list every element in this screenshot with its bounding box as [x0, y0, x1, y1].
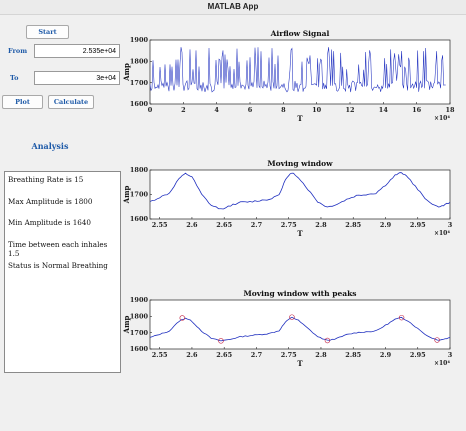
x-tick-label: 2.75: [281, 221, 297, 229]
series-line: [149, 172, 451, 210]
to-label: To: [10, 74, 19, 82]
chart-title: Moving window: [267, 159, 333, 168]
x-exponent-label: ×10⁴: [434, 115, 450, 122]
x-axis-label: T: [297, 229, 303, 238]
analysis-line-status: Status is Normal Breathing: [8, 261, 108, 270]
x-exponent-label: ×10⁴: [434, 360, 450, 367]
series-line: [149, 316, 451, 342]
x-tick-label: 2: [181, 106, 186, 114]
x-tick-label: 10: [312, 106, 322, 114]
peak-marker: [289, 314, 295, 320]
x-tick-label: 2.95: [410, 351, 426, 359]
x-tick-label: 12: [345, 106, 354, 114]
y-tick-label: 1800: [130, 58, 149, 66]
y-axis-label: Amp: [122, 316, 131, 335]
x-tick-label: 14: [379, 106, 389, 114]
y-tick-label: 1700: [130, 191, 149, 199]
x-tick-label: 4: [214, 106, 219, 114]
airflow-signal-chart: Airflow Signal 0 2 4 6 8 10 12 14 16 18 1600 1700 180…: [122, 29, 455, 123]
x-tick-label: 2.65: [216, 221, 232, 229]
x-axis-label: T: [297, 359, 303, 368]
x-tick-label: 2.55: [152, 221, 168, 229]
from-label: From: [8, 47, 28, 55]
x-tick-label: 6: [248, 106, 253, 114]
y-axis-label: Amp: [122, 186, 131, 205]
x-tick-label: 2.6: [186, 221, 198, 229]
y-tick-label: 1900: [130, 36, 149, 44]
plot-area: [149, 169, 451, 220]
plot-area: [149, 299, 451, 350]
start-button[interactable]: Start: [26, 25, 69, 39]
chart-title: Airflow Signal: [270, 29, 330, 38]
y-tick-label: 1600: [130, 345, 149, 353]
x-tick-label: 0: [148, 106, 153, 114]
x-exponent-label: ×10⁴: [434, 230, 450, 237]
x-tick-label: 16: [412, 106, 422, 114]
analysis-line-max-amplitude: Max Amplitude is 1800: [8, 196, 93, 206]
x-tick-label: 2.9: [380, 351, 392, 359]
x-tick-label: 2.6: [186, 351, 198, 359]
analysis-line-min-amplitude: Min Amplitude is 1640: [8, 218, 91, 227]
x-tick-label: 2.85: [345, 351, 361, 359]
y-axis-label: Amp: [122, 63, 131, 82]
y-tick-label: 1900: [130, 296, 149, 304]
x-tick-label: 2.95: [410, 221, 426, 229]
x-tick-label: 2.75: [281, 351, 297, 359]
y-tick-label: 1800: [130, 313, 149, 321]
window-title: MATLAB App: [0, 0, 466, 15]
x-tick-label: 2.85: [345, 221, 361, 229]
trough-marker: [434, 337, 440, 343]
peak-marker: [398, 314, 405, 321]
analysis-title: Analysis: [31, 141, 69, 151]
to-field[interactable]: 3e+04: [34, 71, 120, 85]
x-tick-label: 18: [445, 106, 455, 114]
x-tick-label: 2.8: [315, 221, 327, 229]
analysis-line-time-between-inhales: Time between each inhales 1.5: [8, 239, 108, 258]
x-tick-label: 3: [448, 351, 453, 359]
x-tick-label: 2.8: [315, 351, 327, 359]
y-tick-label: 1700: [130, 329, 149, 337]
x-tick-label: 8: [281, 106, 286, 114]
x-tick-label: 3: [448, 221, 453, 229]
analysis-line-breathing-rate: Breathing Rate is 15: [8, 175, 84, 184]
x-axis-label: T: [297, 114, 303, 123]
y-tick-label: 1800: [130, 166, 149, 174]
x-tick-label: 2.55: [152, 351, 168, 359]
series-line: [149, 47, 446, 93]
moving-window-chart: Moving window 2.55 2.6 2.65 2.7 2.75 2.8 2.85 2.…: [122, 159, 453, 238]
x-tick-label: 2.9: [380, 221, 392, 229]
chart-title: Moving window with peaks: [243, 289, 356, 298]
trough-marker: [218, 338, 224, 344]
x-tick-label: 2.65: [216, 351, 232, 359]
moving-window-peaks-chart: Moving window with peaks 2.55 2.6 2.65 2.7 2.…: [122, 289, 453, 368]
plot-button[interactable]: Plot: [2, 95, 43, 109]
from-field[interactable]: 2.535e+04: [34, 44, 120, 58]
peak-marker: [179, 315, 185, 321]
y-tick-label: 1600: [130, 215, 149, 223]
calculate-button[interactable]: Calculate: [48, 95, 94, 109]
y-tick-label: 1700: [130, 79, 149, 87]
trough-marker: [324, 337, 331, 344]
x-tick-label: 2.7: [251, 351, 262, 359]
analysis-text-area[interactable]: Breathing Rate is 15 Max Amplitude is 18…: [4, 171, 121, 373]
x-tick-label: 2.7: [251, 221, 262, 229]
y-tick-label: 1600: [130, 100, 149, 108]
plot-area: [149, 39, 451, 105]
